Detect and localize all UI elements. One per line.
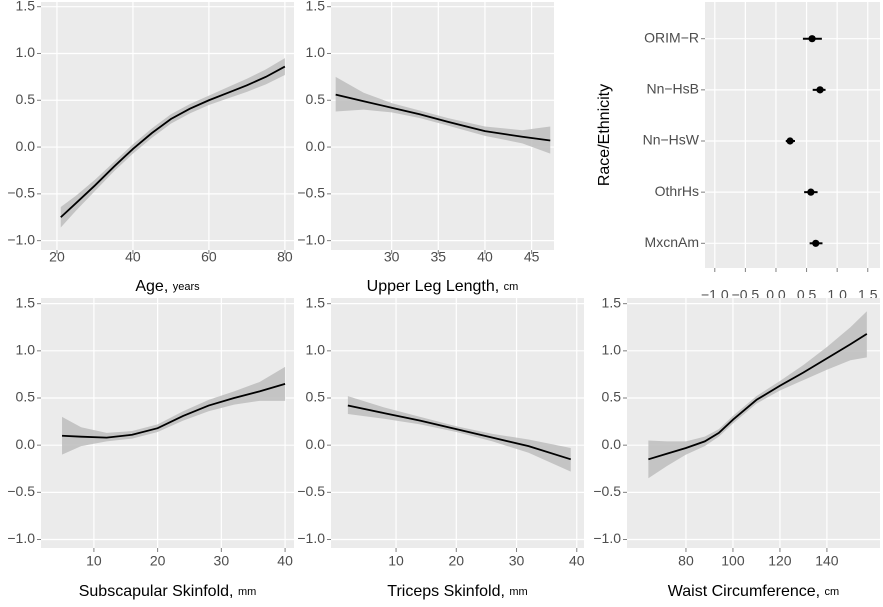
x-tick-label: 120 [768,553,792,569]
y-tick-label: 1.0 [16,44,36,60]
panel-background [331,298,584,548]
x-axis-title-name: Subscapular Skinfold, [79,583,234,600]
x-tick-label: 30 [384,249,400,265]
y-tick-label: −0.5 [297,185,325,201]
x-axis-title: Waist Circumference, cm [668,583,839,600]
y-tick-label: MxcnAm [645,234,699,250]
y-tick-label: Nn−HsB [646,81,699,97]
y-tick-label: 1.5 [306,294,326,310]
x-axis-title-name: Triceps Skinfold, [387,583,505,600]
y-tick-label: 1.5 [602,294,622,310]
y-tick-label: 0.0 [16,436,36,452]
fit-line [347,404,572,461]
x-tick-label: 20 [150,553,166,569]
x-tick-label: 30 [509,553,525,569]
x-tick-label: 20 [49,249,65,265]
y-tick-label: 0.0 [16,138,36,154]
y-tick-label: 0.5 [16,389,36,405]
x-axis-title-unit: cm [825,586,840,598]
x-tick-label: 35 [431,249,447,265]
fit-line [648,333,868,461]
x-tick-label: 10 [86,553,102,569]
y-axis-title: Race/Ethnicity [596,84,613,186]
x-axis-title: Age, years [135,278,200,295]
y-tick-label: −1.0 [7,530,35,546]
x-axis-title: Subscapular Skinfold, mm [79,583,257,600]
y-tick-label: 1.5 [16,294,36,310]
x-tick-label: 20 [449,553,465,569]
y-tick-label: −1.0 [297,231,325,247]
x-axis-title-name: Waist Circumference, [668,583,820,600]
confidence-band [648,311,867,479]
y-tick-label: 0.5 [602,389,622,405]
y-tick-label: 1.0 [306,342,326,358]
x-axis-title-unit: cm [504,281,519,293]
point [786,137,794,145]
x-axis-title: Upper Leg Length, cm [367,278,519,295]
fit-line [335,93,551,142]
x-tick-label: 40 [277,553,293,569]
y-tick-label: −0.5 [297,483,325,499]
y-tick-label: 0.0 [602,436,622,452]
panel-background [331,2,554,250]
y-tick-label: 0.5 [306,91,326,107]
y-tick-label: 1.5 [16,0,36,13]
x-tick-label: 80 [277,249,293,265]
confidence-band [62,366,286,455]
y-tick-label: −1.0 [7,231,35,247]
y-tick-label: OthrHs [655,183,699,199]
x-tick-label: 30 [214,553,230,569]
x-tick-label: 40 [569,553,585,569]
x-tick-label: 100 [721,553,745,569]
x-axis-title-name: Age, [135,278,168,295]
confidence-band [347,396,571,472]
fit-line [60,65,286,218]
y-tick-label: 1.0 [306,44,326,60]
confidence-band [335,76,551,154]
x-axis-title-unit: mm [238,586,256,598]
x-tick-label: 45 [524,249,540,265]
y-tick-label: −0.5 [7,483,35,499]
y-tick-label: −0.5 [593,483,621,499]
x-axis-title-unit: mm [509,586,527,598]
x-tick-label: 140 [815,553,839,569]
y-tick-label: −1.0 [593,530,621,546]
point [816,86,824,94]
y-tick-label: ORIM−R [644,29,699,45]
x-tick-label: 10 [388,553,404,569]
x-tick-label: 80 [678,553,694,569]
point [808,35,816,43]
x-axis-title-unit: years [173,281,200,293]
x-tick-label: 60 [201,249,217,265]
x-axis-title: Triceps Skinfold, mm [387,583,527,600]
point [807,188,815,196]
y-tick-label: 1.5 [306,0,326,13]
confidence-band [60,58,285,228]
x-tick-label: 40 [125,249,141,265]
y-tick-label: 0.0 [306,138,326,154]
y-tick-label: 0.5 [16,91,36,107]
y-tick-label: 1.0 [602,342,622,358]
x-tick-label: 40 [477,249,493,265]
point [812,239,820,247]
y-tick-label: 1.0 [16,342,36,358]
x-axis-title-name: Upper Leg Length, [367,278,500,295]
y-tick-label: −1.0 [297,530,325,546]
y-tick-label: 0.5 [306,389,326,405]
y-tick-label: 0.0 [306,436,326,452]
y-tick-label: −0.5 [7,185,35,201]
y-tick-label: Nn−HsW [643,132,700,148]
fit-line [61,382,286,439]
panel-background [705,2,880,268]
